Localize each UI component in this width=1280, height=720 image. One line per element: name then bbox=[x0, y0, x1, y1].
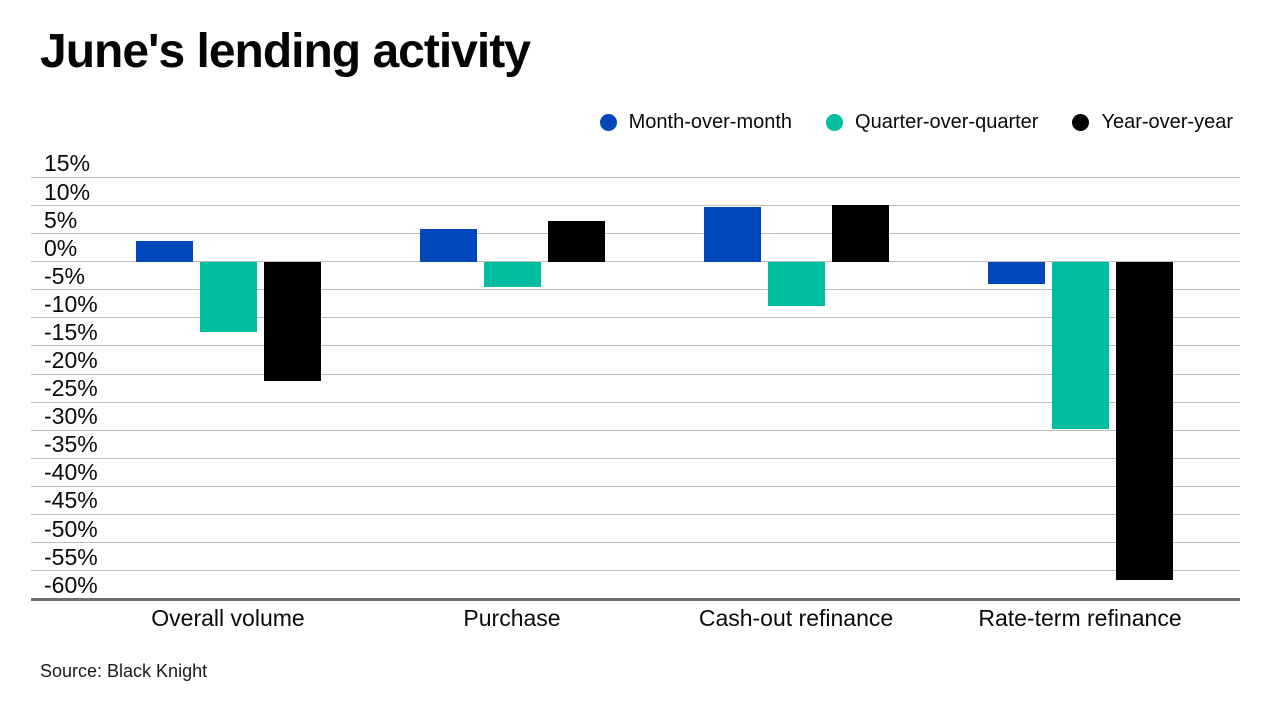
bar bbox=[199, 261, 257, 333]
bar bbox=[987, 261, 1045, 285]
bar bbox=[1051, 261, 1109, 429]
gridline bbox=[31, 261, 1240, 263]
bar bbox=[1115, 261, 1173, 580]
y-tick-label: -40% bbox=[44, 459, 98, 486]
y-tick-label: -30% bbox=[44, 403, 98, 430]
y-tick-label: -60% bbox=[44, 571, 98, 598]
chart-legend: Month-over-month Quarter-over-quarter Year… bbox=[599, 111, 1233, 134]
y-tick-label: -25% bbox=[44, 375, 98, 402]
gridline bbox=[31, 233, 1240, 235]
category-label: Purchase bbox=[463, 605, 561, 631]
legend-swatch bbox=[826, 114, 844, 131]
bar bbox=[831, 204, 889, 262]
legend-label: Year-over-year bbox=[1101, 111, 1233, 133]
x-axis-baseline bbox=[31, 597, 1240, 601]
y-tick-label: -55% bbox=[44, 543, 98, 570]
gridline bbox=[31, 542, 1240, 544]
gridline bbox=[31, 373, 1240, 375]
y-tick-label: -15% bbox=[44, 318, 98, 345]
category-label: Cash-out refinance bbox=[698, 605, 894, 631]
gridline bbox=[31, 345, 1240, 347]
y-tick-label: -5% bbox=[44, 262, 85, 289]
legend-item: Quarter-over-quarter bbox=[826, 111, 1038, 134]
gridline bbox=[31, 176, 1240, 178]
y-tick-label: 0% bbox=[44, 234, 78, 261]
y-tick-label: 10% bbox=[44, 178, 91, 205]
y-tick-label: -50% bbox=[44, 515, 98, 542]
legend-label: Quarter-over-quarter bbox=[855, 111, 1039, 133]
gridline bbox=[31, 205, 1240, 207]
legend-item: Month-over-month bbox=[599, 111, 793, 134]
legend-swatch bbox=[599, 114, 617, 131]
bar bbox=[483, 261, 541, 287]
chart-title: June's lending activity bbox=[40, 25, 531, 78]
y-tick-label: -35% bbox=[44, 431, 98, 458]
gridline bbox=[31, 570, 1240, 572]
gridline bbox=[31, 317, 1240, 319]
bar bbox=[135, 240, 193, 262]
gridline bbox=[31, 401, 1240, 403]
bar bbox=[263, 261, 321, 381]
y-tick-label: -20% bbox=[44, 347, 98, 374]
category-label: Overall volume bbox=[151, 605, 305, 631]
legend-item: Year-over-year bbox=[1072, 111, 1233, 134]
bar bbox=[547, 221, 605, 262]
gridline bbox=[31, 513, 1240, 515]
gridline bbox=[31, 429, 1240, 431]
legend-swatch bbox=[1072, 114, 1090, 131]
gridline bbox=[31, 485, 1240, 487]
gridline bbox=[31, 457, 1240, 459]
bar bbox=[703, 206, 761, 262]
gridline bbox=[31, 289, 1240, 291]
bar bbox=[767, 261, 825, 306]
source-note: Source: Black Knight bbox=[40, 661, 208, 681]
category-label: Rate-term refinance bbox=[978, 605, 1182, 631]
legend-label: Month-over-month bbox=[628, 111, 793, 133]
y-tick-label: 15% bbox=[44, 150, 91, 177]
bar bbox=[419, 229, 477, 262]
y-tick-label: 5% bbox=[44, 206, 78, 233]
y-tick-label: -45% bbox=[44, 487, 98, 514]
y-tick-label: -10% bbox=[44, 290, 98, 317]
